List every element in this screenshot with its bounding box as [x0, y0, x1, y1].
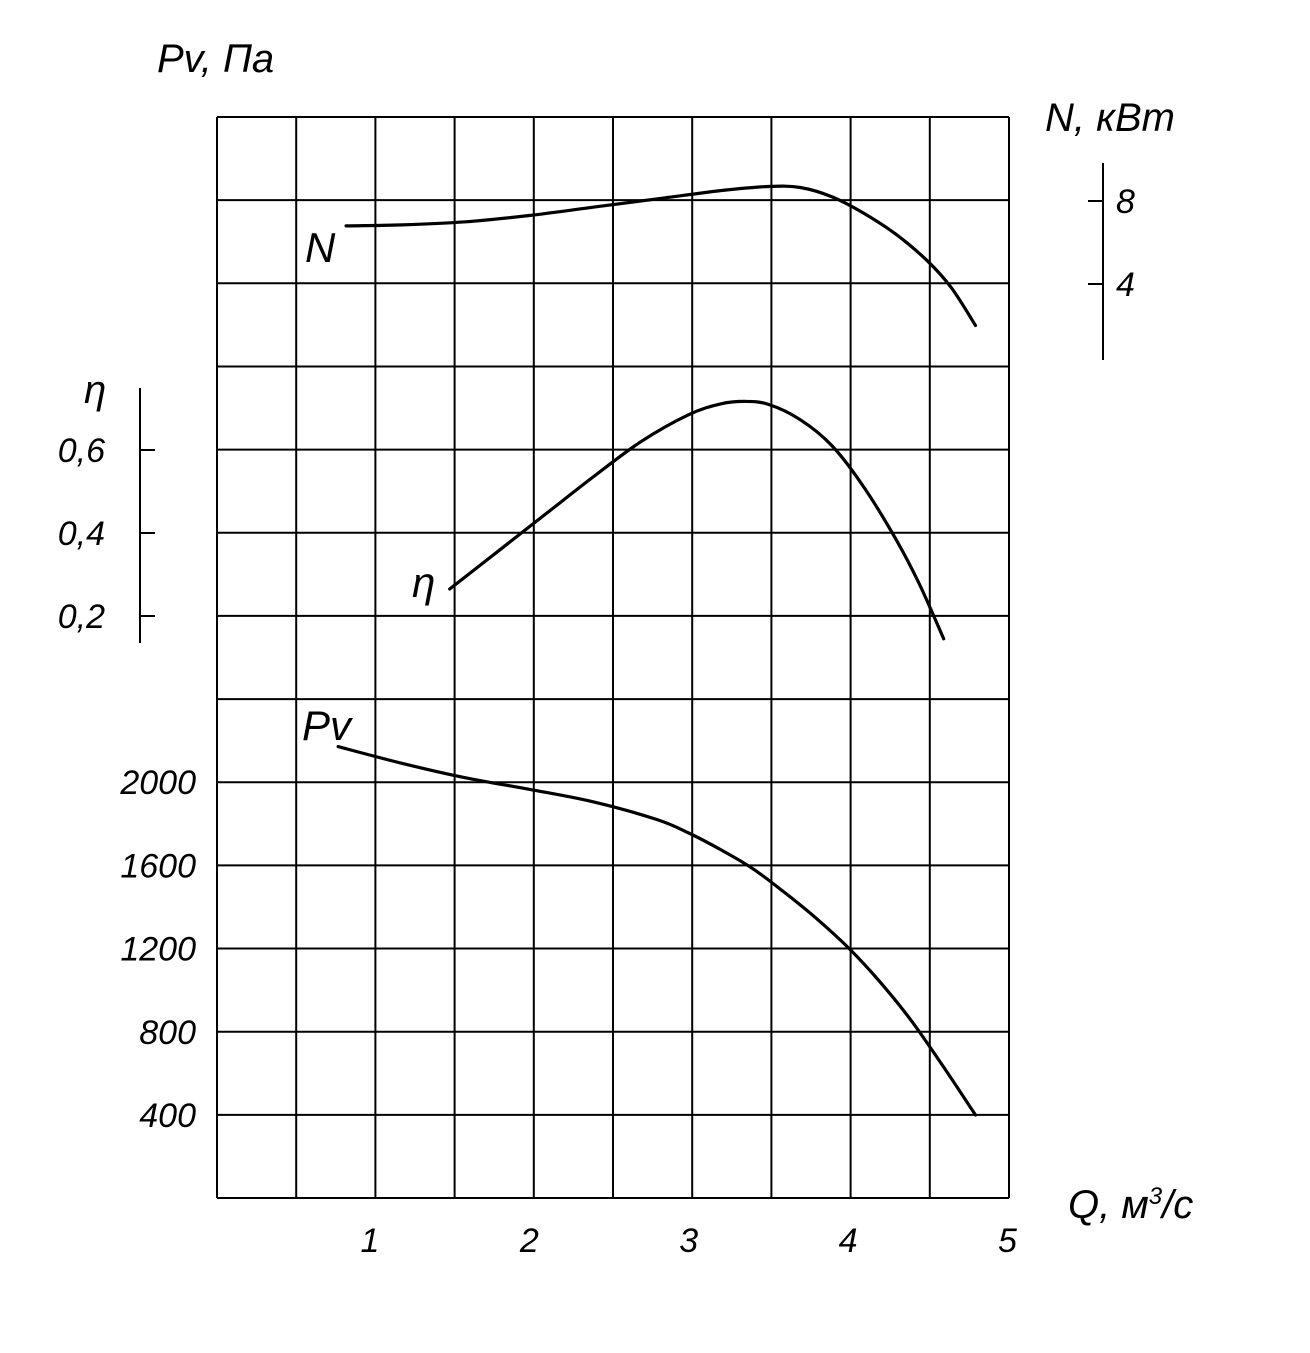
x-tick-label: 3 — [679, 1222, 698, 1260]
x-tick-label: 2 — [519, 1222, 539, 1260]
x-axis-title-superscript: 3 — [1149, 1183, 1163, 1210]
x-tick-label: 1 — [361, 1222, 380, 1260]
x-tick-label: 4 — [839, 1222, 858, 1260]
n-tick-label: 8 — [1116, 183, 1135, 221]
pv-tick-label: 800 — [139, 1014, 196, 1052]
n-curve-label: N — [305, 224, 336, 271]
eta-axis-title: η — [84, 368, 106, 412]
eta-tick-label: 0,6 — [58, 432, 105, 470]
n-axis-title: N, кВт — [1045, 96, 1175, 140]
x-axis-title-main: Q, м — [1068, 1183, 1149, 1227]
chart-grid — [216, 116, 1010, 1199]
pv-curve-label: Pv — [302, 702, 354, 749]
chart-ticks: 1 2 3 4 5 400 800 1200 1600 2000 0,2 0,4 0,6 4 8 — [58, 183, 1135, 1260]
pv-tick-label: 2000 — [119, 764, 196, 802]
eta-tick-label: 0,4 — [58, 515, 105, 553]
x-tick-label: 5 — [998, 1222, 1017, 1260]
pv-tick-label: 1200 — [120, 931, 196, 969]
eta-tick-label: 0,2 — [58, 598, 105, 636]
pv-axis-title: Pv, Па — [157, 37, 274, 81]
chart-axes — [139, 163, 1104, 643]
x-axis-title: Q, м3/с — [1068, 1183, 1193, 1227]
pv-curve — [336, 745, 978, 1117]
pv-tick-label: 1600 — [120, 847, 196, 885]
pv-tick-label: 400 — [139, 1097, 196, 1135]
n-tick-label: 4 — [1116, 266, 1135, 304]
eta-curve — [448, 399, 946, 641]
eta-curve-label: η — [412, 559, 435, 606]
n-curve — [344, 184, 978, 328]
chart-curves — [336, 184, 978, 1117]
x-axis-title-tail: /с — [1159, 1183, 1193, 1227]
